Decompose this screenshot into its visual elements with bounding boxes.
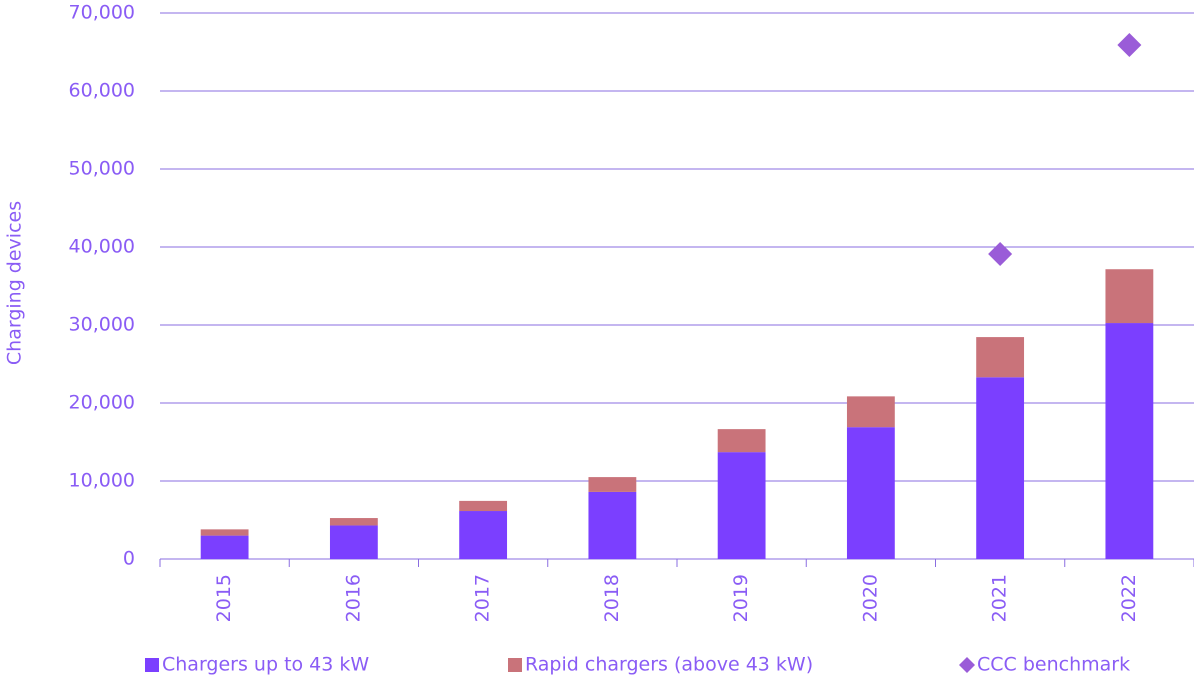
bar (976, 377, 1025, 559)
x-tick-label: 2022 (1118, 574, 1140, 622)
x-tick-label: 2021 (989, 574, 1011, 622)
x-tick-label: 2017 (472, 574, 494, 622)
x-tick-label: 2016 (342, 574, 364, 622)
bar (200, 529, 249, 536)
y-tick-label: 50,000 (69, 158, 135, 180)
legend-label: Rapid chargers (above 43 kW) (525, 654, 813, 676)
x-tick-label: 2018 (601, 574, 623, 622)
legend-marker (145, 658, 159, 672)
y-tick-label: 70,000 (69, 2, 135, 24)
legend-marker (959, 657, 975, 673)
legend-label: Chargers up to 43 kW (162, 654, 369, 676)
y-tick-label: 20,000 (69, 392, 135, 414)
y-tick-label: 0 (123, 548, 135, 570)
bar (846, 396, 895, 428)
bar (976, 337, 1025, 378)
legend-marker (508, 658, 522, 672)
bar (1105, 323, 1154, 559)
bar (717, 429, 766, 453)
x-tick-label: 2020 (859, 574, 881, 622)
benchmark-marker (1117, 32, 1142, 57)
bar (329, 525, 378, 559)
bar (1105, 269, 1154, 324)
bar (459, 500, 508, 512)
y-tick-label: 60,000 (69, 80, 135, 102)
y-tick-label: 10,000 (69, 470, 135, 492)
benchmark-marker (988, 242, 1013, 267)
bar (588, 477, 637, 492)
x-tick-label: 2015 (213, 574, 235, 622)
y-axis-title: Charging devices (4, 201, 26, 365)
bar (459, 511, 508, 559)
bar (329, 518, 378, 526)
bar (200, 535, 249, 559)
y-tick-label: 30,000 (69, 314, 135, 336)
bar (846, 427, 895, 559)
bar (717, 452, 766, 559)
legend-label: CCC benchmark (977, 654, 1130, 676)
bar (588, 491, 637, 559)
y-tick-label: 40,000 (69, 236, 135, 258)
x-tick-label: 2019 (730, 574, 752, 622)
